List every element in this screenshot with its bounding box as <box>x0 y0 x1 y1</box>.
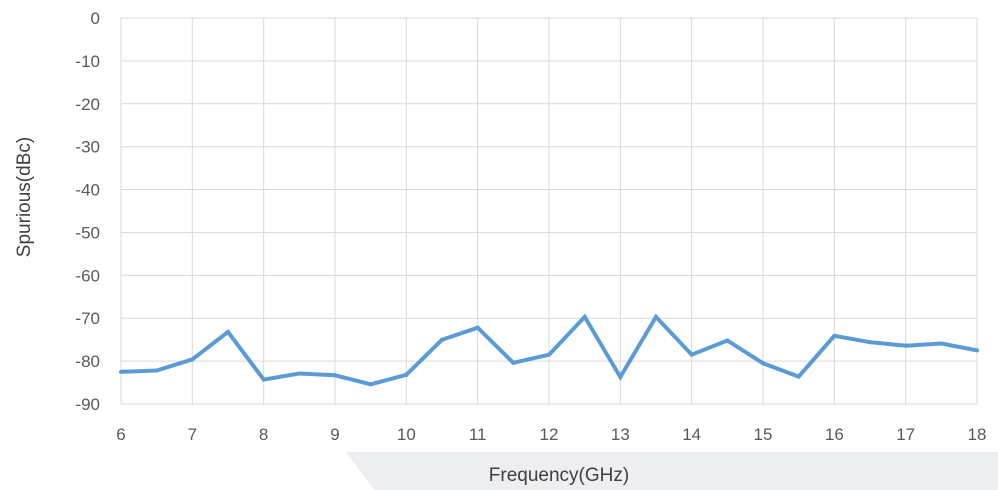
data-point <box>368 382 373 387</box>
data-point <box>547 352 551 357</box>
x-tick-label: 10 <box>397 425 416 444</box>
series-group <box>119 313 979 387</box>
x-tick-label: 14 <box>682 425 701 444</box>
x-tick-label: 17 <box>896 425 915 444</box>
data-point <box>582 314 587 319</box>
data-point <box>226 329 230 334</box>
x-axis-title: Frequency(GHz) <box>489 465 629 486</box>
y-tick-label: -30 <box>75 138 100 157</box>
x-axis-title-band <box>346 452 998 490</box>
y-tick-label: -80 <box>75 352 100 371</box>
data-point <box>654 314 658 319</box>
data-point <box>261 377 266 382</box>
data-point <box>475 325 480 330</box>
x-tick-label: 18 <box>968 425 987 444</box>
y-tick-label: -70 <box>75 309 100 328</box>
x-tick-label: 11 <box>469 425 487 444</box>
y-tick-label: -90 <box>75 395 100 414</box>
y-tick-label: -10 <box>75 52 100 71</box>
data-point <box>832 333 837 338</box>
y-tick-label: -50 <box>75 223 100 242</box>
y-tick-label: -40 <box>75 181 100 200</box>
y-tick-label: -60 <box>75 266 100 285</box>
data-point <box>297 371 302 376</box>
x-axis-ticks: 6 7 8 9 10 11 12 13 14 15 16 17 18 <box>116 425 986 444</box>
y-tick-label: 0 <box>91 9 100 28</box>
data-point <box>903 343 908 348</box>
data-point <box>190 357 195 362</box>
x-tick-label: 16 <box>825 425 844 444</box>
y-axis-title: Spurious(dBc) <box>14 137 35 257</box>
x-tick-label: 13 <box>611 425 630 444</box>
data-point <box>796 374 801 379</box>
data-point <box>761 361 765 366</box>
x-tick-label: 9 <box>330 425 339 444</box>
x-tick-label: 6 <box>116 425 125 444</box>
x-tick-label: 15 <box>754 425 773 444</box>
data-point <box>868 340 872 345</box>
data-point <box>440 337 444 342</box>
data-point <box>154 368 159 373</box>
data-point <box>404 372 409 377</box>
data-point <box>119 369 123 374</box>
data-point <box>725 338 730 343</box>
y-axis-ticks: 0 -10 -20 -30 -40 -50 -60 -70 -80 -90 <box>75 9 100 414</box>
y-tick-label: -20 <box>75 95 100 114</box>
x-tick-label: 7 <box>188 425 197 444</box>
data-point <box>511 360 516 365</box>
data-point <box>939 341 944 346</box>
data-point <box>333 373 337 378</box>
x-tick-label: 12 <box>540 425 559 444</box>
data-point <box>689 352 694 357</box>
data-point <box>975 348 979 353</box>
grid <box>120 17 978 405</box>
data-point <box>618 374 623 379</box>
x-tick-label: 8 <box>259 425 268 444</box>
